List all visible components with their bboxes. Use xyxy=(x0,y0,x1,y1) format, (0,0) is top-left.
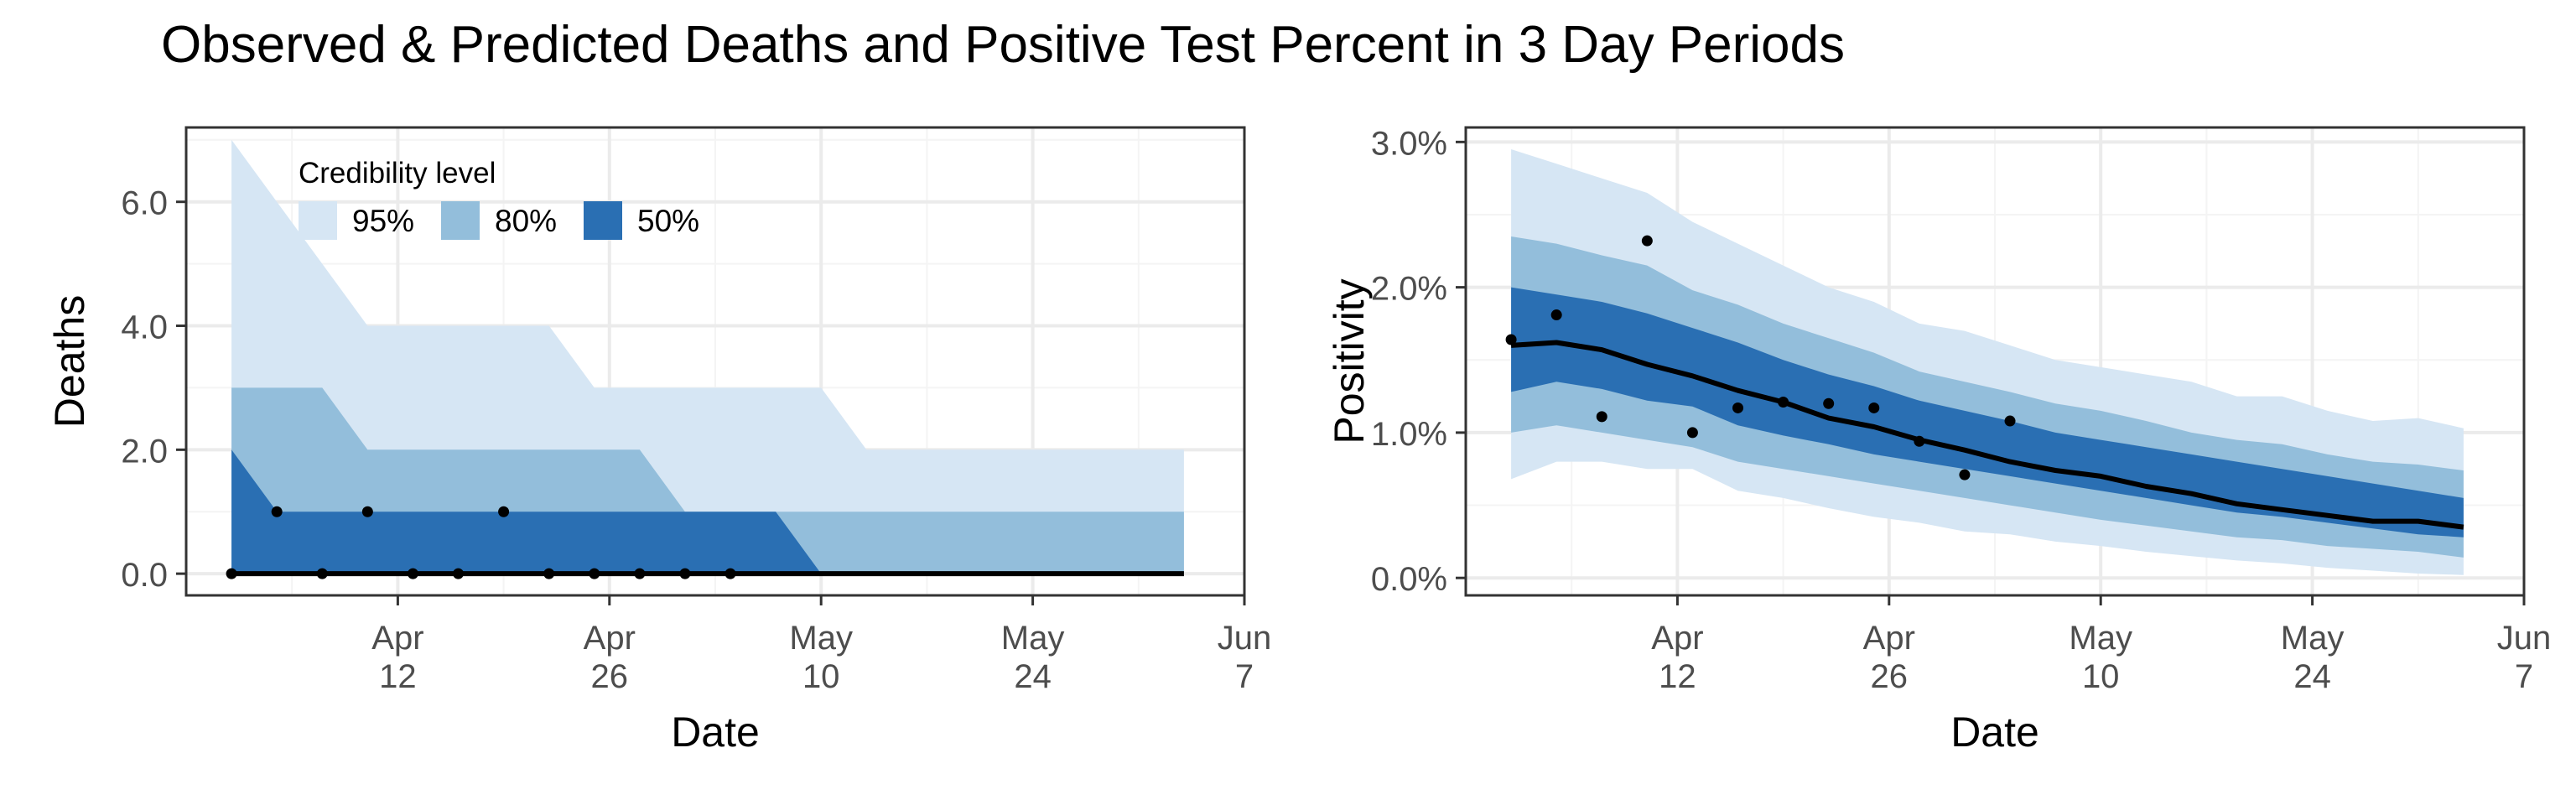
band-50 xyxy=(231,449,1184,574)
x-tick-label-month: May xyxy=(2069,620,2132,657)
positivity-chart: 0.0%1.0%2.0%3.0%Apr12Apr26May10May24Jun7… xyxy=(1326,125,2551,756)
y-axis-title: Positivity xyxy=(1326,278,1373,444)
x-tick-label-month: Jun xyxy=(2497,620,2552,657)
y-tick-label: 1.0% xyxy=(1371,416,1447,453)
x-tick-label-day: 7 xyxy=(1235,658,1254,695)
legend-swatch-95 xyxy=(299,201,337,240)
median-line xyxy=(1510,340,2464,530)
panel-border xyxy=(1464,126,2526,597)
deaths-chart: 0.02.04.06.0Apr12Apr26May10May24Jun7Date… xyxy=(46,126,1272,756)
x-tick-label-month: May xyxy=(1001,620,1065,657)
figure-title: Observed & Predicted Deaths and Positive… xyxy=(161,16,1846,74)
observed-point xyxy=(724,568,736,579)
observed-point xyxy=(1641,235,1653,247)
credibility-legend: Credibility level 95% 80% 50% xyxy=(299,157,699,240)
x-tick-label-day: 7 xyxy=(2515,658,2533,695)
observed-point xyxy=(634,568,646,579)
x-tick-label-day: 24 xyxy=(2293,658,2331,695)
observed-point xyxy=(1868,402,1880,413)
y-tick-label: 2.0% xyxy=(1371,271,1447,308)
x-tick-label-day: 12 xyxy=(379,658,417,695)
observed-point xyxy=(1914,435,1925,447)
x-tick-label-month: Jun xyxy=(1218,620,1272,657)
legend-title: Credibility level xyxy=(299,157,496,190)
y-tick-label: 3.0% xyxy=(1371,125,1447,162)
x-tick-label-month: Apr xyxy=(1863,620,1915,657)
y-tick-label: 6.0 xyxy=(121,185,168,222)
observed-point xyxy=(1550,309,1562,321)
observed-point xyxy=(679,568,691,579)
observed-point xyxy=(498,506,510,517)
observed-point xyxy=(589,568,600,579)
x-tick-label-day: 26 xyxy=(1871,658,1909,695)
x-tick-label-month: Apr xyxy=(371,620,423,657)
observed-point xyxy=(1505,334,1517,345)
x-axis-title: Date xyxy=(671,709,760,756)
legend-swatch-80 xyxy=(441,201,480,240)
legend-label: 95% xyxy=(352,204,414,238)
observed-point xyxy=(361,506,373,517)
legend-label: 50% xyxy=(637,204,699,238)
x-tick-label-month: May xyxy=(789,620,853,657)
observed-point xyxy=(1959,469,1971,480)
observed-point xyxy=(543,568,555,579)
x-tick-label-day: 10 xyxy=(2082,658,2120,695)
observed-point xyxy=(226,568,237,579)
x-axis-title: Date xyxy=(1950,709,2039,756)
observed-point xyxy=(271,506,283,517)
observed-point xyxy=(1686,427,1698,439)
y-tick-label: 4.0 xyxy=(121,309,168,346)
y-axis-title: Deaths xyxy=(46,295,93,428)
x-tick-label-day: 24 xyxy=(1014,658,1052,695)
y-tick-label: 2.0 xyxy=(121,433,168,470)
observed-point xyxy=(1732,402,1744,413)
y-tick-label: 0.0 xyxy=(121,557,168,594)
observed-point xyxy=(316,568,328,579)
x-tick-label-day: 10 xyxy=(802,658,840,695)
band-50 xyxy=(1511,287,2464,538)
observed-point xyxy=(1778,397,1789,408)
y-tick-label: 0.0% xyxy=(1371,561,1447,598)
x-tick-label-day: 26 xyxy=(591,658,629,695)
observed-point xyxy=(453,568,465,579)
x-tick-label-month: May xyxy=(2281,620,2345,657)
x-tick-label-month: Apr xyxy=(1651,620,1703,657)
observed-point xyxy=(1823,397,1835,409)
observed-point xyxy=(2004,415,2016,427)
x-tick-label-day: 12 xyxy=(1659,658,1696,695)
legend-swatch-50 xyxy=(584,201,622,240)
panel-border xyxy=(184,126,1246,597)
x-tick-label-month: Apr xyxy=(584,620,636,657)
observed-point xyxy=(407,568,418,579)
legend-label: 80% xyxy=(495,204,557,238)
observed-point xyxy=(1596,411,1607,423)
